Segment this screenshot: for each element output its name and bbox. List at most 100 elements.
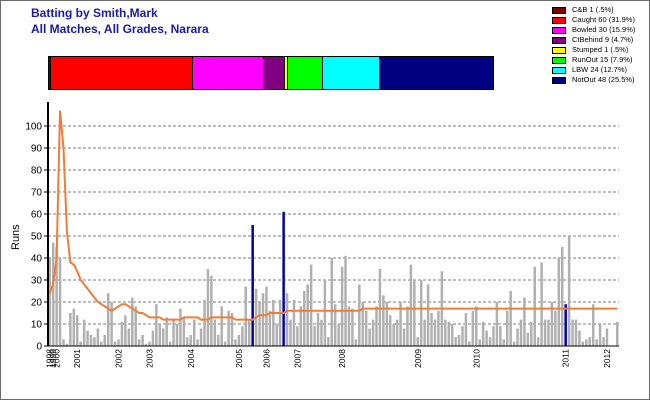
runs-bar — [69, 313, 72, 346]
runs-bar-highlighted — [282, 211, 285, 346]
x-tick-label: 2002 — [114, 349, 124, 368]
runs-bar — [96, 328, 100, 346]
runs-bar — [161, 328, 165, 346]
runs-bar — [320, 319, 323, 346]
runs-bar — [413, 280, 416, 346]
runs-bar — [567, 236, 571, 346]
runs-bar — [223, 341, 227, 346]
runs-bar — [155, 304, 158, 346]
runs-bar — [419, 280, 423, 346]
y-tick-label: 50 — [31, 232, 43, 243]
runs-bar — [574, 319, 578, 346]
runs-bar — [371, 319, 375, 346]
runs-bar — [110, 302, 113, 346]
runs-bar — [368, 328, 371, 346]
runs-bar — [210, 275, 213, 346]
runs-bar — [151, 330, 155, 346]
runs-bar — [206, 269, 210, 346]
x-tick-label: 2001 — [72, 349, 82, 368]
runs-bar — [55, 247, 58, 346]
runs-bar — [292, 299, 296, 346]
runs-bar — [247, 319, 251, 346]
runs-bar — [316, 313, 320, 346]
y-tick-label: 60 — [31, 210, 43, 221]
runs-bar — [602, 337, 605, 346]
runs-bar — [378, 269, 382, 346]
runs-bar — [598, 324, 602, 346]
distribution-segment — [263, 57, 286, 89]
runs-bar — [337, 324, 340, 346]
runs-bar — [196, 339, 199, 346]
runs-bar — [72, 308, 76, 346]
runs-bar — [186, 337, 189, 346]
legend-swatch — [552, 17, 566, 24]
runs-bar — [100, 341, 103, 346]
runs-bar — [433, 319, 437, 346]
runs-bar — [275, 324, 278, 346]
legend-label: Caught 60 (31.9%) — [572, 15, 635, 24]
runs-bar — [268, 310, 272, 346]
x-tick-label: 1999 — [48, 349, 58, 368]
runs-bar — [79, 341, 82, 346]
runs-bar — [354, 339, 358, 346]
distribution-segment — [51, 57, 194, 89]
runs-bar — [278, 299, 282, 346]
runs-bar — [131, 297, 134, 346]
runs-bar — [175, 324, 179, 346]
runs-bar — [395, 319, 399, 346]
runs-bar — [261, 293, 265, 346]
runs-bar — [499, 326, 502, 346]
runs-bar — [148, 341, 151, 346]
runs-bar — [244, 286, 248, 346]
y-tick-label: 30 — [31, 276, 43, 287]
runs-bar — [213, 319, 217, 346]
runs-bar — [347, 306, 351, 346]
runs-bar — [488, 337, 492, 346]
runs-bar — [581, 341, 585, 346]
runs-bar — [179, 308, 182, 346]
runs-bar — [430, 313, 433, 346]
legend-swatch — [552, 57, 566, 64]
runs-bar — [75, 315, 79, 346]
legend-swatch — [552, 7, 566, 14]
legend-label: CtBehind 9 (4.7%) — [572, 35, 634, 44]
runs-bar — [543, 319, 547, 346]
runs-bar — [199, 328, 203, 346]
runs-bar — [585, 339, 588, 346]
runs-bar — [444, 319, 447, 346]
y-tick-label: 90 — [31, 144, 43, 155]
runs-bar — [189, 335, 192, 346]
runs-bar — [523, 297, 526, 346]
distribution-segment — [285, 57, 288, 89]
runs-bar — [364, 310, 368, 346]
runs-bar — [512, 341, 516, 346]
y-tick-label: 10 — [31, 320, 43, 331]
runs-bar — [492, 326, 495, 346]
runs-bar — [82, 319, 86, 346]
runs-bar — [571, 319, 574, 346]
runs-bar — [519, 319, 523, 346]
runs-bar — [323, 280, 327, 346]
y-tick-label: 20 — [31, 298, 43, 309]
x-tick-label: 2009 — [413, 349, 423, 368]
runs-bar — [313, 326, 316, 346]
runs-bar — [447, 321, 450, 346]
average-line — [48, 110, 618, 321]
runs-bar — [306, 284, 309, 346]
runs-bar — [141, 335, 144, 346]
runs-bar — [272, 299, 275, 346]
runs-bar — [554, 310, 557, 346]
runs-bar — [106, 293, 110, 346]
legend-label: C&B 1 (.5%) — [572, 5, 614, 14]
runs-bar — [605, 328, 609, 346]
runs-bar — [172, 319, 175, 346]
runs-bar — [58, 258, 62, 346]
runs-bar — [471, 310, 475, 346]
runs-bar — [616, 321, 619, 346]
runs-bar — [468, 341, 471, 346]
runs-bar — [344, 255, 347, 346]
runs-bar — [86, 330, 89, 346]
runs-bar — [227, 310, 230, 346]
